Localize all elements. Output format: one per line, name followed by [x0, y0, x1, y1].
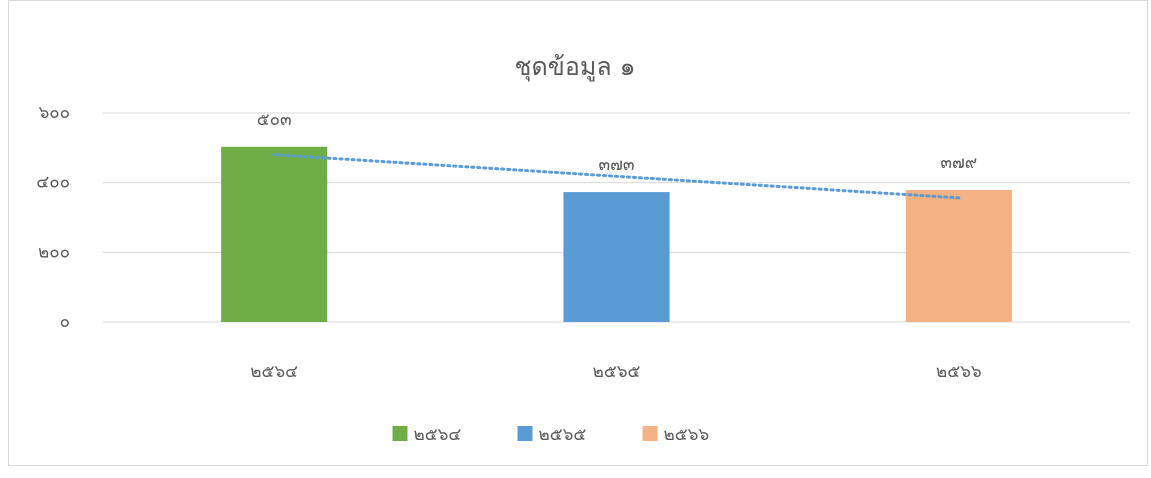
legend-swatch — [642, 426, 658, 441]
value-label: ๓๗๙ — [940, 153, 977, 173]
legend-label: ๒๕๖๖ — [664, 425, 710, 445]
bar — [905, 189, 1012, 322]
y-tick-label: ๖๐๐ — [38, 103, 70, 123]
value-label: ๓๗๓ — [598, 155, 634, 175]
bar — [221, 146, 328, 322]
x-tick-label: ๒๕๖๔ — [250, 362, 298, 382]
bar — [563, 192, 670, 322]
chart-title: ชุดข้อมูล ๑ — [515, 52, 636, 82]
x-tick-label: ๒๕๖๕ — [593, 362, 641, 382]
legend-swatch — [517, 426, 533, 441]
legend-label: ๒๕๖๔ — [414, 425, 462, 445]
legend-label: ๒๕๖๕ — [539, 425, 587, 445]
y-tick-label: ๔๐๐ — [36, 173, 70, 193]
y-tick-label: ๐ — [60, 312, 70, 332]
trendline — [272, 153, 961, 200]
legend-swatch — [392, 426, 408, 441]
value-label: ๕๐๓ — [257, 110, 292, 130]
y-tick-label: ๒๐๐ — [38, 242, 70, 262]
x-tick-label: ๒๕๖๖ — [936, 362, 982, 382]
